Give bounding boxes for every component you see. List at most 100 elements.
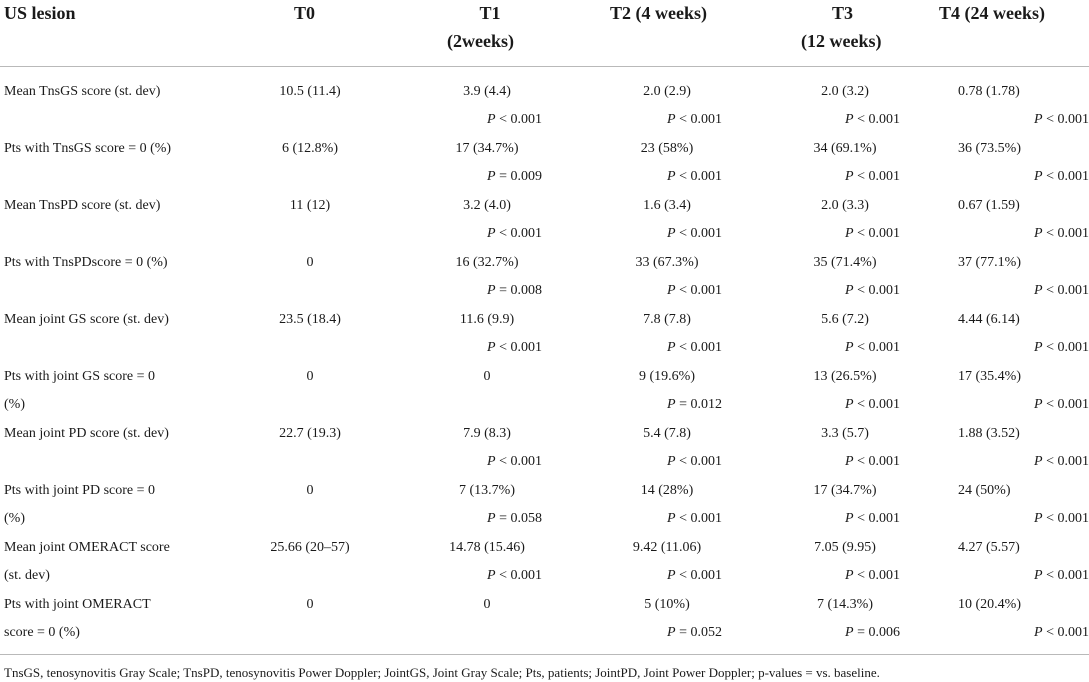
p-symbol: P bbox=[667, 625, 676, 640]
cell-pvalue: P = 0.058 bbox=[342, 505, 542, 533]
cell-pvalue: P < 0.001 bbox=[700, 220, 900, 248]
p-value: = 0.008 bbox=[499, 283, 542, 298]
header-t3: T3 bbox=[832, 3, 854, 23]
header-t0: T0 bbox=[294, 3, 316, 23]
cell-pvalue-t4: P < 0.001 bbox=[949, 163, 1089, 191]
row-label: Pts with TnsGS score = 0 (%) bbox=[4, 141, 172, 156]
row-label-cont: (st. dev) bbox=[4, 568, 50, 583]
p-symbol: P bbox=[1034, 169, 1043, 184]
cell-pvalue: P < 0.001 bbox=[700, 106, 900, 134]
cell-value: 23.5 (18.4) bbox=[279, 312, 341, 327]
header-t1-line1: T1 bbox=[479, 3, 501, 23]
p-value: < 0.001 bbox=[1046, 625, 1089, 640]
row-label: Pts with TnsPDscore = 0 (%) bbox=[4, 255, 168, 270]
cell-pvalue-t4: P < 0.001 bbox=[949, 562, 1089, 590]
p-value: < 0.001 bbox=[1046, 397, 1089, 412]
cell-value-t4: 36 (73.5%) bbox=[958, 141, 1021, 156]
cell-value: 34 (69.1%) bbox=[813, 141, 877, 156]
p-symbol: P bbox=[487, 568, 496, 583]
cell-value: 9 (19.6%) bbox=[639, 369, 695, 384]
cell-value-t4: 1.88 (3.52) bbox=[958, 426, 1020, 441]
cell-value-t4: 0.67 (1.59) bbox=[958, 198, 1020, 213]
cell-pvalue: P < 0.001 bbox=[700, 448, 900, 476]
cell-pvalue: P < 0.001 bbox=[342, 334, 542, 362]
row-label: Pts with joint OMERACT bbox=[4, 597, 151, 612]
p-symbol: P bbox=[667, 397, 676, 412]
cell-pvalue: P < 0.001 bbox=[342, 562, 542, 590]
cell-pvalue: P < 0.001 bbox=[700, 505, 900, 533]
cell-pvalue: P < 0.001 bbox=[700, 334, 900, 362]
cell-value: 11 (12) bbox=[289, 198, 331, 213]
p-value: < 0.001 bbox=[499, 568, 542, 583]
p-symbol: P bbox=[487, 112, 496, 127]
cell-pvalue: P < 0.001 bbox=[342, 106, 542, 134]
p-value: < 0.001 bbox=[857, 112, 900, 127]
cell-value: 0 bbox=[306, 597, 314, 612]
p-value: < 0.001 bbox=[499, 112, 542, 127]
p-symbol: P bbox=[487, 340, 496, 355]
cell-pvalue-t4: P < 0.001 bbox=[949, 334, 1089, 362]
p-symbol: P bbox=[667, 454, 676, 469]
p-value: < 0.001 bbox=[857, 397, 900, 412]
cell-value: 0 bbox=[306, 369, 314, 384]
cell-value-t4: 10 (20.4%) bbox=[958, 597, 1021, 612]
cell-value: 3.3 (5.7) bbox=[821, 426, 869, 441]
row-label-cont: score = 0 (%) bbox=[4, 625, 80, 640]
row-label: Pts with joint PD score = 0 bbox=[4, 483, 156, 498]
p-value: < 0.001 bbox=[857, 283, 900, 298]
p-value: = 0.058 bbox=[499, 511, 542, 526]
cell-value: 22.7 (19.3) bbox=[279, 426, 341, 441]
cell-pvalue: P < 0.001 bbox=[700, 277, 900, 305]
cell-pvalue: P = 0.052 bbox=[522, 619, 722, 647]
bottom-rule bbox=[0, 654, 1089, 655]
cell-pvalue-t4: P < 0.001 bbox=[949, 106, 1089, 134]
table-header: US lesion T0 T1 (2weeks) T2 (4 weeks) T3… bbox=[0, 0, 1089, 68]
cell-value: 0 bbox=[306, 483, 314, 498]
p-value: < 0.001 bbox=[679, 283, 722, 298]
cell-value: 13 (26.5%) bbox=[813, 369, 877, 384]
p-symbol: P bbox=[845, 568, 854, 583]
cell-value: 2.0 (2.9) bbox=[643, 84, 691, 99]
cell-value-t4: 37 (77.1%) bbox=[958, 255, 1021, 270]
p-symbol: P bbox=[487, 226, 496, 241]
p-value: = 0.012 bbox=[679, 397, 722, 412]
cell-value: 2.0 (3.2) bbox=[821, 84, 869, 99]
p-value: < 0.001 bbox=[1046, 169, 1089, 184]
cell-pvalue: P < 0.001 bbox=[522, 277, 722, 305]
row-label: Mean joint OMERACT score bbox=[4, 540, 170, 555]
cell-pvalue-t4: P < 0.001 bbox=[949, 391, 1089, 419]
cell-pvalue: P < 0.001 bbox=[522, 505, 722, 533]
p-symbol: P bbox=[487, 454, 496, 469]
cell-value-t4: 0.78 (1.78) bbox=[958, 84, 1020, 99]
cell-value: 0 bbox=[306, 255, 314, 270]
cell-value: 0 bbox=[483, 597, 491, 612]
cell-value-t4: 24 (50%) bbox=[958, 483, 1011, 498]
row-label-cont: (%) bbox=[4, 511, 25, 526]
p-value: < 0.001 bbox=[1046, 454, 1089, 469]
p-value: < 0.001 bbox=[857, 340, 900, 355]
cell-value: 17 (34.7%) bbox=[813, 483, 877, 498]
cell-pvalue: P = 0.009 bbox=[342, 163, 542, 191]
p-symbol: P bbox=[845, 511, 854, 526]
cell-value-t4: 4.44 (6.14) bbox=[958, 312, 1020, 327]
header-us-lesion: US lesion bbox=[4, 3, 76, 23]
p-symbol: P bbox=[845, 169, 854, 184]
p-value: < 0.001 bbox=[499, 340, 542, 355]
p-value: < 0.001 bbox=[499, 226, 542, 241]
cell-value: 5 (10%) bbox=[644, 597, 690, 612]
cell-pvalue-t4: P < 0.001 bbox=[949, 220, 1089, 248]
p-symbol: P bbox=[1034, 340, 1043, 355]
p-value: < 0.001 bbox=[1046, 226, 1089, 241]
p-value: < 0.001 bbox=[1046, 340, 1089, 355]
p-symbol: P bbox=[1034, 568, 1043, 583]
cell-value: 14.78 (15.46) bbox=[449, 540, 525, 555]
cell-pvalue-t4: P < 0.001 bbox=[949, 277, 1089, 305]
cell-value: 7.05 (9.95) bbox=[814, 540, 876, 555]
cell-pvalue: P < 0.001 bbox=[700, 163, 900, 191]
p-symbol: P bbox=[667, 283, 676, 298]
cell-pvalue-t4: P < 0.001 bbox=[949, 505, 1089, 533]
p-value: < 0.001 bbox=[1046, 568, 1089, 583]
p-symbol: P bbox=[845, 226, 854, 241]
cell-value: 16 (32.7%) bbox=[455, 255, 519, 270]
p-value: < 0.001 bbox=[679, 226, 722, 241]
